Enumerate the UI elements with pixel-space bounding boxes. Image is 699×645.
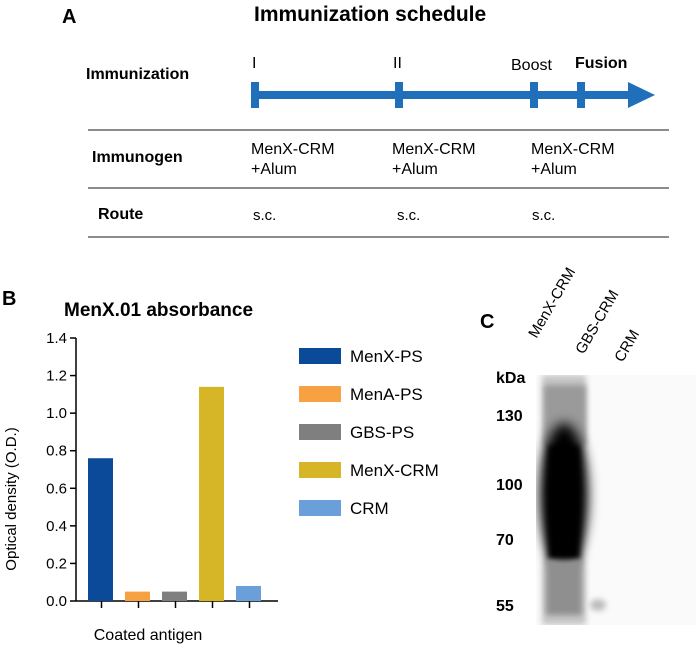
legend-label-mena-ps: MenA-PS [350,385,423,404]
bar-mena-ps [125,591,150,601]
western-blot-image [536,375,696,625]
panel-c-label: C [480,311,495,333]
immunogen-row-label: Immunogen [92,149,183,166]
y-tick-label: 0.8 [46,443,67,460]
immunogen-3: MenX-CRM +Alum [531,140,615,180]
timeline-tick-1 [251,82,259,108]
timeline-shaft [252,91,632,99]
panel-a-label: A [62,6,77,28]
chart-title: MenX.01 absorbance [64,300,253,321]
timeline-arrowhead [628,82,655,108]
y-tick-label: 0.4 [46,518,67,535]
legend-swatch-menx-crm [299,462,341,478]
route-3: s.c. [532,207,556,224]
chart-y-label: Optical density (O.D.) [3,427,20,570]
timeline-tick-2 [395,82,403,108]
legend-label-crm: CRM [350,499,389,518]
immunogen-3-adjuvant: +Alum [531,161,577,178]
bar-crm [236,585,261,601]
immunogen-2: MenX-CRM +Alum [392,140,476,180]
y-tick-label: 0.2 [46,555,67,572]
legend-label-gbs-ps: GBS-PS [350,423,414,442]
lane-label-gbs-crm: GBS-CRM [572,287,623,357]
legend-label-menx-ps: MenX-PS [350,347,423,366]
schedule-title: Immunization schedule [254,3,487,26]
panel-b-label: B [2,288,17,310]
marker-100: 100 [496,477,523,494]
table-rule-top [88,129,669,131]
legend-swatch-menx-ps [299,348,341,364]
y-tick-label: 1.2 [46,368,67,385]
route-row-label: Route [98,206,144,223]
route-2: s.c. [397,207,421,224]
immunogen-2-adjuvant: +Alum [392,161,438,178]
bar-gbs-ps [162,591,187,601]
lane-label-menx-crm: MenX-CRM [525,264,580,341]
immunization-row-label: Immunization [86,66,190,83]
immunogen-3-antigen: MenX-CRM [531,141,615,158]
timepoint-1: I [252,55,257,72]
bar-menx-ps [88,458,113,601]
timepoint-boost: Boost [511,57,552,74]
immunogen-1-adjuvant: +Alum [251,161,297,178]
bar-menx-crm [199,386,224,601]
y-tick-label: 0.0 [46,593,67,610]
marker-130: 130 [496,408,523,425]
immunogen-1: MenX-CRM +Alum [251,140,335,180]
legend-swatch-crm [299,500,341,516]
immunogen-1-antigen: MenX-CRM [251,141,335,158]
legend-swatch-gbs-ps [299,424,341,440]
schedule-timeline-arrow [251,82,655,108]
chart-x-label: Coated antigen [94,627,203,644]
y-tick-label: 1.0 [46,405,67,422]
legend-label-menx-crm: MenX-CRM [350,461,439,480]
table-rule-middle [88,187,669,189]
absorbance-bar-chart: MenX.01 absorbance Optical density (O.D.… [3,300,439,644]
lane-label-crm: CRM [611,326,644,365]
y-tick-label: 0.6 [46,480,67,497]
y-tick-label: 1.4 [46,330,67,347]
route-1: s.c. [253,207,277,224]
table-rule-bottom [88,236,669,238]
marker-70: 70 [496,532,514,549]
timepoint-2: II [393,55,402,72]
immunogen-2-antigen: MenX-CRM [392,141,476,158]
kda-label: kDa [496,370,526,387]
timeline-tick-fusion [577,82,585,108]
timepoint-fusion: Fusion [575,55,628,72]
timeline-tick-boost [530,82,538,108]
legend-swatch-mena-ps [299,386,341,402]
marker-55: 55 [496,598,514,615]
